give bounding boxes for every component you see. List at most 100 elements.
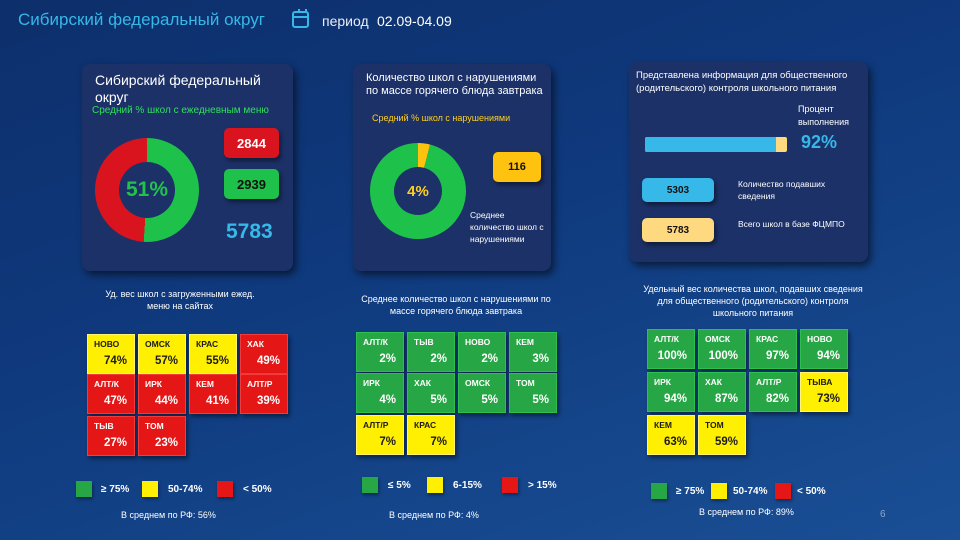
region-tile: АЛТ/Р 82% [749, 372, 797, 412]
period-label: период [322, 13, 369, 29]
region-value: 3% [532, 353, 549, 365]
region-name: ИРК [363, 378, 380, 388]
region-name: КРАС [756, 334, 779, 344]
region-tile: ТЫВ 27% [87, 416, 135, 456]
region-tile: НОВО 74% [87, 334, 135, 374]
violations-donut: 4% [370, 143, 466, 239]
total-label: Всего школ в базе ФЦМПО [738, 219, 845, 229]
page-title: Сибирский федеральный округ [18, 10, 265, 29]
legend-green-swatch [76, 481, 92, 497]
legend-green-swatch [362, 477, 378, 493]
legend-red-label: > 15% [528, 480, 557, 491]
region-tile: КРАС 55% [189, 334, 237, 374]
region-tile: ИРК 4% [356, 373, 404, 413]
region-name: КРАС [196, 339, 219, 349]
region-name: ИРК [145, 379, 162, 389]
daily-menu-donut: 51% [95, 138, 199, 242]
region-name: ИРК [654, 377, 671, 387]
region-tile: НОВО 2% [458, 332, 506, 372]
region-tile: ХАК 87% [698, 372, 746, 412]
region-name: АЛТ/К [363, 337, 388, 347]
region-value: 94% [816, 350, 840, 362]
region-tile: АЛТ/Р 39% [240, 374, 288, 414]
section1-average: В среднем по РФ: 56% [121, 510, 216, 520]
legend-green-swatch [651, 483, 667, 499]
region-value: 4% [379, 394, 396, 406]
region-name: НОВО [94, 339, 120, 349]
legend-yellow-swatch [427, 477, 443, 493]
legend-red-swatch [502, 477, 518, 493]
region-name: ТЫВ [94, 421, 114, 431]
region-value: 74% [103, 355, 127, 367]
region-name: ТЫВ [414, 337, 434, 347]
region-tile: ТОМ 59% [698, 415, 746, 455]
region-name: НОВО [807, 334, 833, 344]
region-value: 2% [481, 353, 498, 365]
region-name: ОМСК [705, 334, 731, 344]
section3-caption: Удельный вес количества школ, подавших с… [643, 284, 863, 318]
region-name: ХАК [247, 339, 264, 349]
violations-note: Среднее количество школ с нарушениями [470, 210, 544, 244]
region-value: 100% [657, 350, 687, 362]
legend-green-label: ≥ 75% [676, 486, 705, 497]
region-tile: АЛТ/К 47% [87, 374, 135, 414]
legend-green-label: ≤ 5% [388, 480, 411, 491]
region-tile: КЕМ 41% [189, 374, 237, 414]
region-value: 44% [154, 395, 178, 407]
panel2-subtitle: Средний % школ с нарушениями [372, 113, 511, 123]
region-value: 59% [714, 436, 738, 448]
region-value: 5% [532, 394, 549, 406]
region-value: 7% [430, 436, 447, 448]
daily-menu-panel: Сибирский федеральный округ Средний % шк… [82, 64, 293, 271]
region-tile: АЛТ/К 2% [356, 332, 404, 372]
green-count-badge: 2939 [224, 169, 279, 199]
submitted-count-badge: 5303 [642, 178, 714, 202]
region-value: 27% [103, 437, 127, 449]
legend-yellow-label: 50-74% [733, 486, 768, 497]
violations-panel: Количество школ с нарушениями по массе г… [353, 64, 551, 271]
section3-average: В среднем по РФ: 89% [699, 507, 794, 517]
daily-menu-percent: 51% [125, 178, 169, 201]
legend-yellow-label: 6-15% [453, 480, 482, 491]
total-count-badge: 5783 [642, 218, 714, 242]
region-tile: ОМСК 57% [138, 334, 186, 374]
section2-caption: Среднее количество школ с нарушениями по… [361, 294, 551, 316]
period-value: 02.09-04.09 [377, 13, 452, 29]
region-value: 7% [379, 436, 396, 448]
region-tile: КЕМ 3% [509, 332, 557, 372]
region-value: 100% [708, 350, 738, 362]
panel2-title: Количество школ с нарушениями по массе г… [366, 72, 543, 97]
region-value: 5% [481, 394, 498, 406]
region-tile: АЛТ/Р 7% [356, 415, 404, 455]
region-tile: ТОМ 23% [138, 416, 186, 456]
legend-red-swatch [217, 481, 233, 497]
section1-caption: Уд. вес школ с загруженными ежед. меню н… [105, 289, 255, 311]
region-tile: ИРК 94% [647, 372, 695, 412]
region-tile: КРАС 97% [749, 329, 797, 369]
region-value: 63% [663, 436, 687, 448]
violations-percent: 4% [407, 182, 429, 200]
region-tile: ОМСК 100% [698, 329, 746, 369]
region-value: 82% [765, 393, 789, 405]
region-tile: КЕМ 63% [647, 415, 695, 455]
parental-control-panel: Представлена информация для общественног… [629, 62, 868, 262]
region-value: 97% [765, 350, 789, 362]
region-name: АЛТ/К [94, 379, 119, 389]
region-tile: ТОМ 5% [509, 373, 557, 413]
region-name: ХАК [705, 377, 722, 387]
legend-yellow-swatch [142, 481, 158, 497]
panel3-title: Представлена информация для общественног… [636, 70, 848, 94]
region-name: АЛТ/Р [756, 377, 782, 387]
submitted-label: Количество подавших сведения [738, 179, 826, 201]
region-tile: НОВО 94% [800, 329, 848, 369]
violations-count-badge: 116 [493, 152, 541, 182]
region-value: 47% [103, 395, 127, 407]
region-name: ТОМ [516, 378, 535, 388]
legend-red-swatch [775, 483, 791, 499]
region-name: АЛТ/К [654, 334, 679, 344]
region-name: ОМСК [465, 378, 491, 388]
progress-bar [645, 137, 787, 152]
region-tile: ХАК 49% [240, 334, 288, 374]
total-schools-value: 5783 [226, 220, 273, 243]
calendar-icon[interactable] [292, 9, 309, 28]
